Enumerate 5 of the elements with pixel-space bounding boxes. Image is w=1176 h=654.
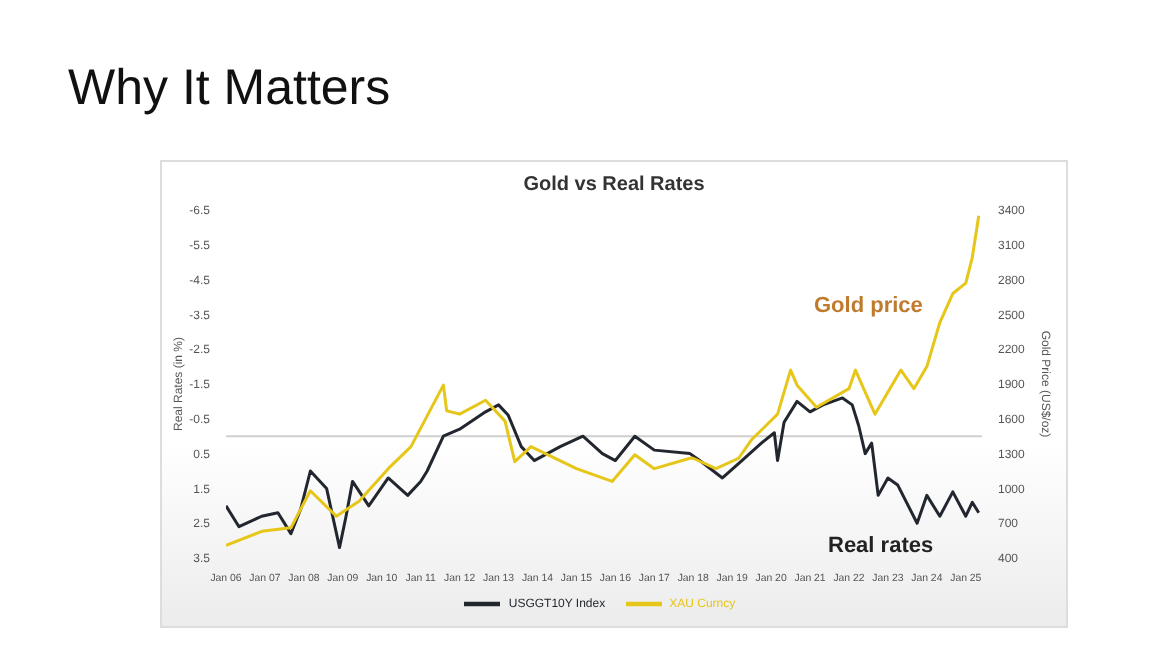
annotation: Real rates — [828, 534, 934, 558]
annotation: Gold price — [814, 294, 923, 318]
chart-subtitle: Gold vs Real Rates — [521, 174, 707, 196]
chart-title: Why It Matters — [68, 60, 391, 118]
line-series — [226, 396, 981, 550]
